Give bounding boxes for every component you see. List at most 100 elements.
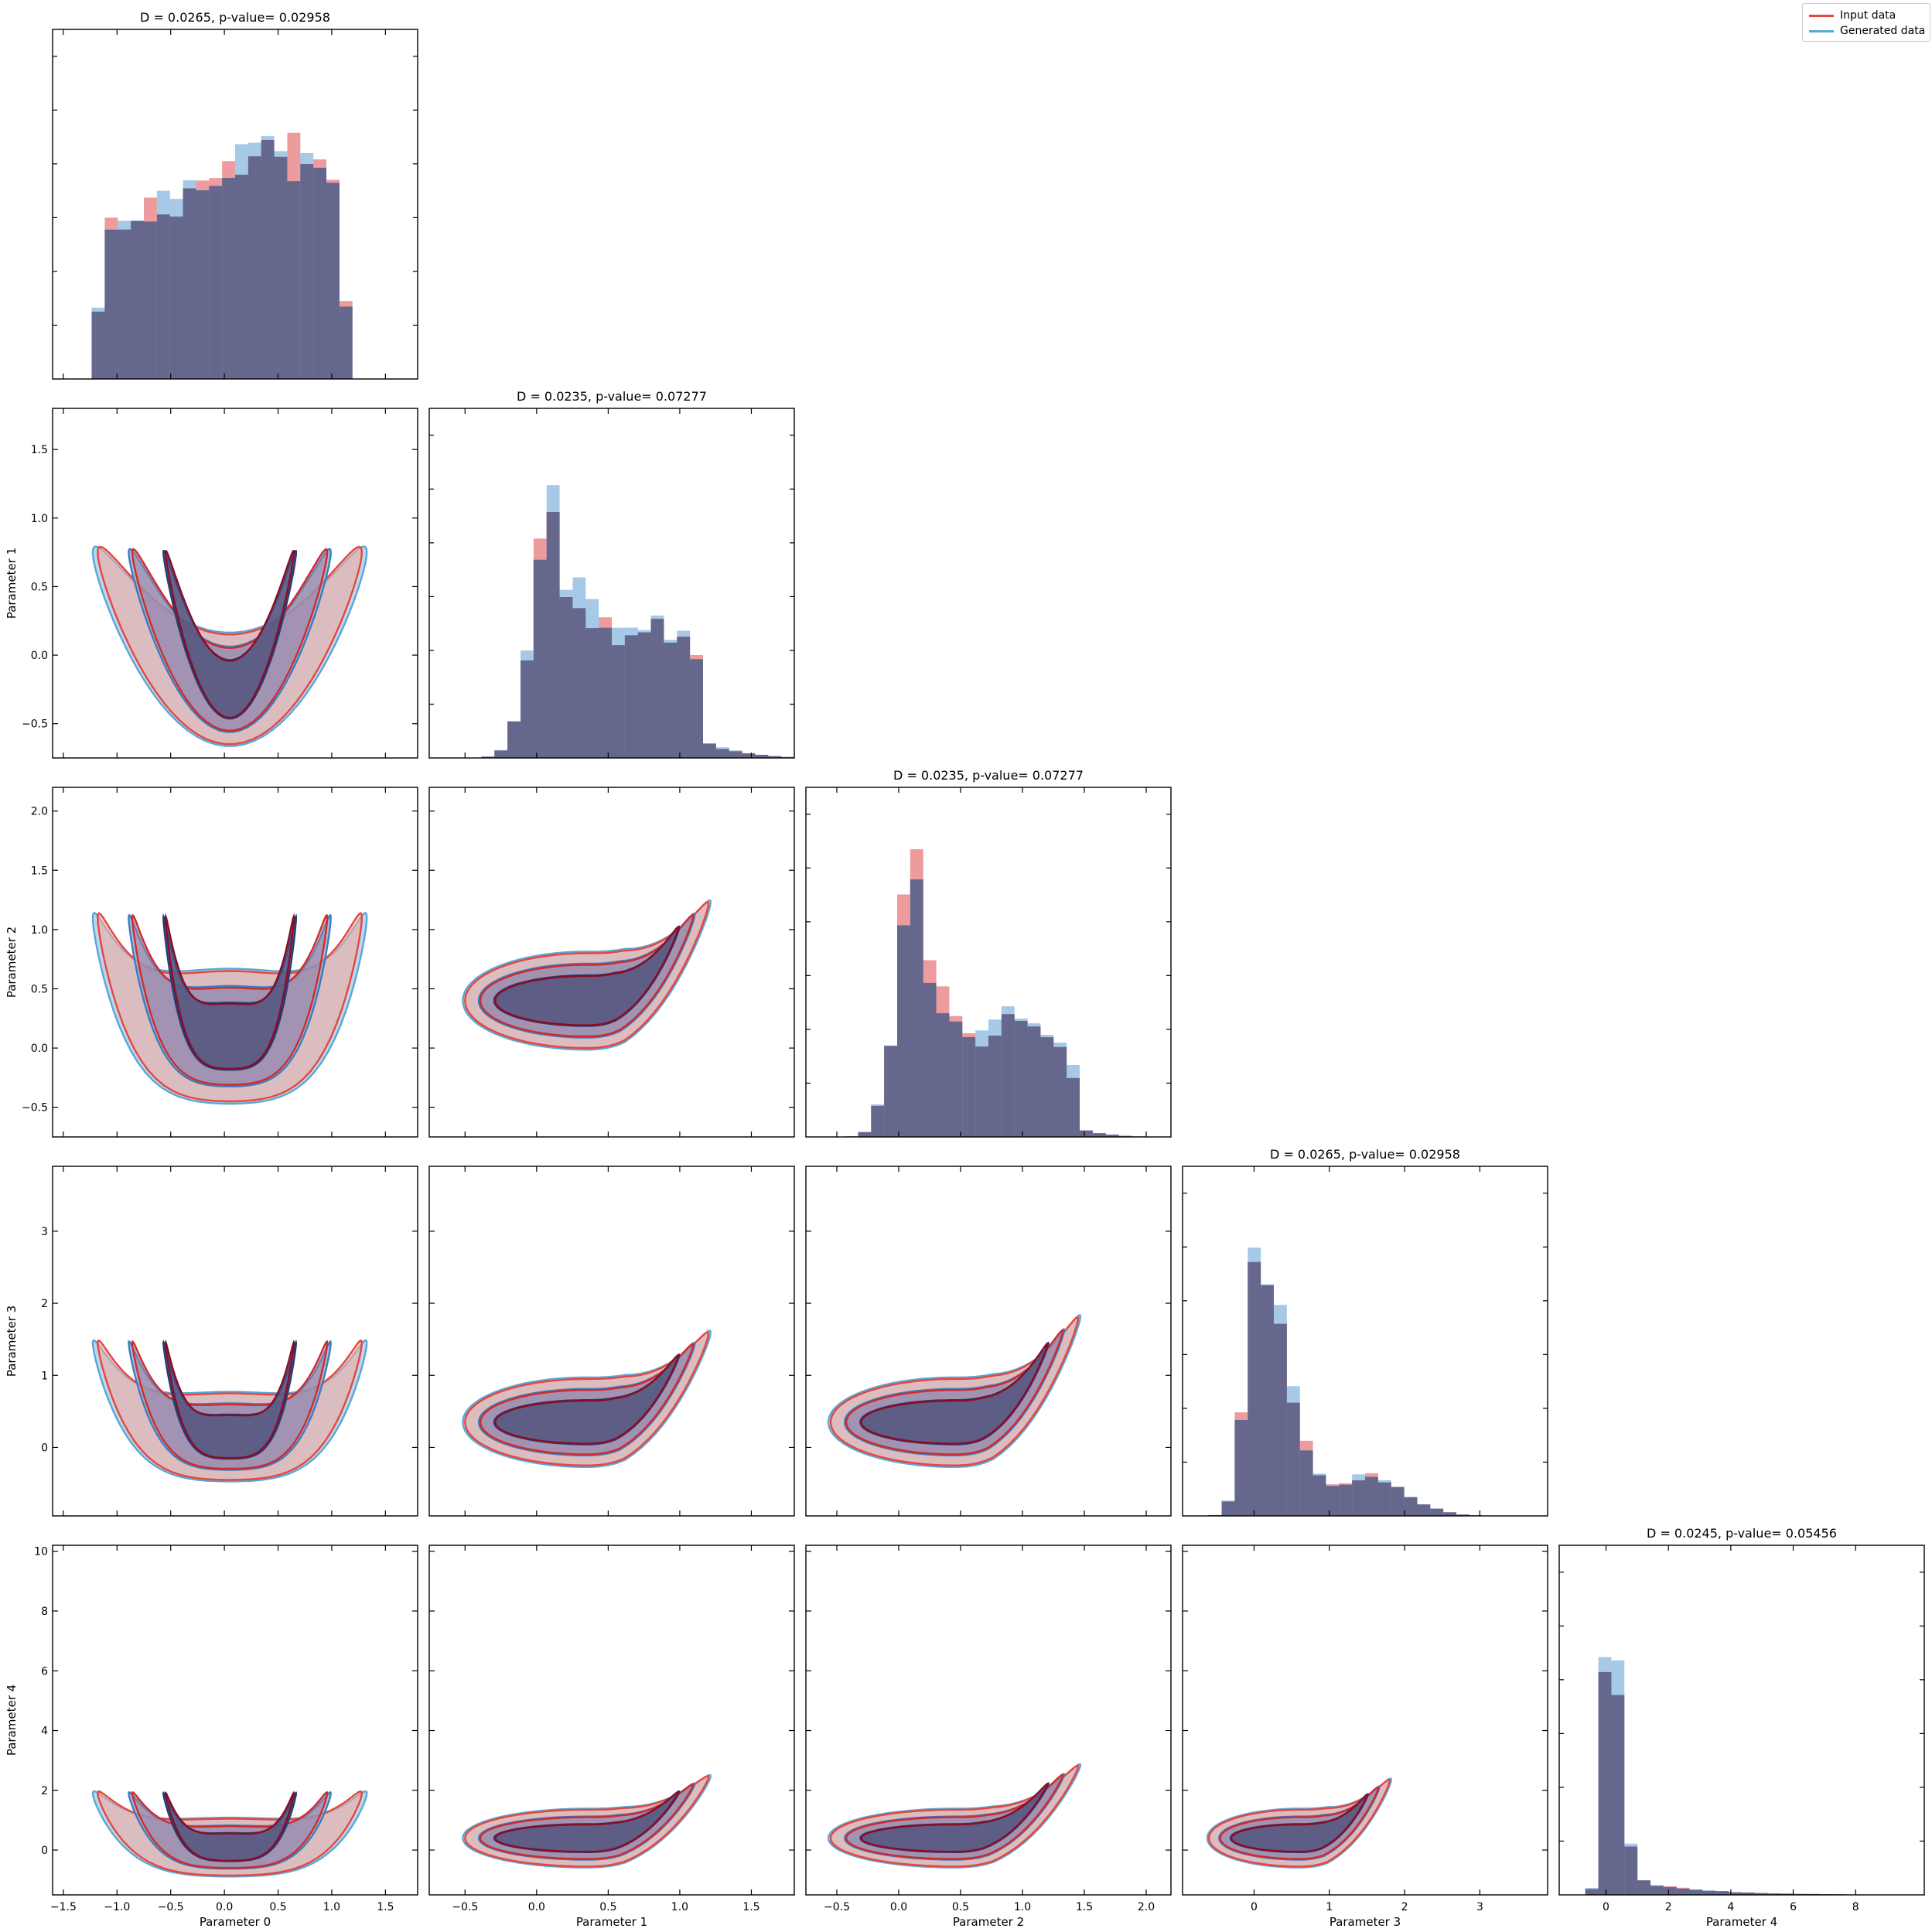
- legend-swatch-input: [1809, 14, 1834, 17]
- hist-bar-overlap-p1-8: [533, 559, 547, 758]
- ytick-label-p2-0: −0.5: [22, 1102, 48, 1114]
- xtick-label-p3-0: 0: [1251, 1901, 1258, 1913]
- hist-bar-overlap-p2-10: [936, 1013, 950, 1137]
- hist-bar-overlap-p2-8: [910, 879, 923, 1137]
- hist-bar-overlap-p3-7: [1274, 1323, 1287, 1516]
- xtick-label-p0-5: 1.0: [323, 1901, 340, 1913]
- hist-bar-overlap-p4-9: [1676, 1888, 1690, 1895]
- contour-input-2-2-3: [860, 1342, 1049, 1445]
- hist-bar-overlap-p2-11: [949, 1021, 963, 1137]
- hist-title-p2: D = 0.0235, p-value= 0.07277: [893, 768, 1084, 783]
- panel-2-2: D = 0.0235, p-value= 0.07277: [805, 768, 1172, 1138]
- contour-input-2-2-4: [860, 1783, 1049, 1853]
- hist-bar-overlap-p2-19: [1053, 1046, 1067, 1137]
- hist-bar-overlap-p2-18: [1040, 1037, 1054, 1137]
- hist-bar-overlap-p2-20: [1067, 1077, 1080, 1137]
- contour-input-2-3-4: [1230, 1793, 1368, 1853]
- hist-bar-overlap-p2-16: [1014, 1020, 1028, 1137]
- panel-frame-0-4: [52, 1545, 418, 1896]
- hist-bar-overlap-p0-19: [300, 164, 314, 379]
- xtick-label-p0-3: 0.0: [216, 1901, 233, 1913]
- hist-bar-overlap-p4-4: [1611, 1695, 1625, 1895]
- xlabel-p1: Parameter 1: [576, 1915, 647, 1929]
- hist-bar-overlap-p1-25: [755, 754, 769, 758]
- hist-title-p3: D = 0.0265, p-value= 0.02958: [1270, 1147, 1460, 1162]
- hist-bar-overlap-p3-18: [1417, 1504, 1431, 1516]
- xtick-label-p1-4: 1.5: [742, 1901, 759, 1913]
- hist-title-p1: D = 0.0235, p-value= 0.07277: [517, 389, 707, 404]
- hist-bar-overlap-p0-17: [274, 156, 288, 379]
- ytick-label-p1-1: 0.0: [31, 650, 48, 662]
- legend-swatch-generated: [1809, 29, 1834, 32]
- hist-bar-overlap-p3-8: [1286, 1402, 1300, 1516]
- panel-0-2: −0.5 0.0 0.5 1.0 1.5 2.0 Parameter 2: [5, 787, 418, 1138]
- hist-bar-overlap-p3-21: [1456, 1514, 1469, 1516]
- panel-frame-4-4: [1558, 1545, 1925, 1896]
- hist-bar-overlap-p2-13: [975, 1046, 988, 1137]
- hist-bar-overlap-p3-14: [1365, 1476, 1378, 1516]
- panel-frame-1-1: [428, 408, 795, 759]
- hist-bar-overlap-p0-11: [196, 190, 210, 379]
- panel-frame-1-3: [428, 1166, 795, 1517]
- hist-bar-overlap-p1-14: [612, 645, 625, 758]
- hist-bar-overlap-p3-19: [1430, 1508, 1444, 1516]
- hist-bar-overlap-p4-16: [1767, 1893, 1781, 1895]
- xtick-label-p2-5: 2.0: [1138, 1901, 1155, 1913]
- hist-bar-overlap-p0-8: [156, 214, 170, 379]
- hist-bar-overlap-p3-13: [1352, 1480, 1365, 1516]
- ytick-label-p2-1: 0.0: [31, 1043, 48, 1055]
- hist-title-p0: D = 0.0265, p-value= 0.02958: [140, 10, 330, 25]
- hist-bar-overlap-p4-14: [1742, 1893, 1755, 1895]
- hist-bar-overlap-p1-13: [599, 627, 612, 758]
- legend-label-input: Input data: [1840, 9, 1896, 22]
- panel-frame-2-3: [805, 1166, 1172, 1517]
- panel-frame-3-3: [1182, 1166, 1548, 1517]
- contour-input-2-0-3: [164, 1339, 295, 1459]
- ytick-label-p1-2: 0.5: [31, 581, 48, 593]
- xtick-label-p2-0: −0.5: [824, 1901, 850, 1913]
- xtick-label-p1-3: 1.0: [671, 1901, 688, 1913]
- xtick-label-p1-1: 0.0: [528, 1901, 545, 1913]
- xtick-label-p1-0: −0.5: [452, 1901, 478, 1913]
- panel-frame-3-4: [1182, 1545, 1548, 1896]
- xtick-label-p3-2: 2: [1401, 1901, 1408, 1913]
- hist-bar-overlap-p4-7: [1650, 1886, 1664, 1895]
- panel-frame-0-1: [52, 408, 418, 759]
- hist-bar-overlap-p1-23: [729, 751, 742, 758]
- hist-bar-overlap-p0-20: [313, 167, 326, 379]
- legend: Input data Generated data: [1802, 3, 1930, 42]
- panel-3-4: 0 1 2 3 Parameter 3: [1182, 1545, 1548, 1929]
- xtick-label-p0-0: −1.5: [50, 1901, 77, 1913]
- hist-bar-overlap-p3-11: [1326, 1486, 1340, 1516]
- hist-bar-overlap-p1-10: [559, 597, 573, 758]
- hist-bar-overlap-p4-5: [1624, 1846, 1638, 1895]
- xtick-label-p4-1: 2: [1665, 1901, 1672, 1913]
- legend-entry-generated: Generated data: [1809, 24, 1925, 38]
- hist-bar-overlap-p3-9: [1299, 1450, 1313, 1516]
- hist-bar-overlap-p2-7: [897, 925, 910, 1137]
- hist-bar-overlap-p1-17: [650, 619, 664, 758]
- panel-1-3: [428, 1166, 795, 1517]
- xtick-label-p4-0: 0: [1603, 1901, 1609, 1913]
- hist-bar-overlap-p4-10: [1689, 1889, 1703, 1895]
- ytick-label-p1-4: 1.5: [31, 444, 48, 456]
- xlabel-p0: Parameter 0: [200, 1915, 271, 1929]
- hist-bar-overlap-p1-20: [690, 659, 703, 758]
- hist-bar-overlap-p3-10: [1312, 1475, 1326, 1516]
- contour-input-2-1-2: [493, 926, 680, 1026]
- panel-frame-1-2: [428, 787, 795, 1138]
- hist-bar-overlap-p4-11: [1702, 1890, 1716, 1895]
- ylabel-p2: Parameter 2: [5, 927, 19, 998]
- xtick-label-p4-4: 8: [1852, 1901, 1859, 1913]
- ytick-label-p3-2: 2: [41, 1298, 48, 1310]
- hist-bar-overlap-p2-5: [871, 1105, 885, 1137]
- xtick-label-p0-4: 0.5: [269, 1901, 286, 1913]
- legend-label-generated: Generated data: [1840, 25, 1926, 37]
- panel-frame-2-4: [805, 1545, 1172, 1896]
- ytick-label-p1-3: 1.0: [31, 513, 48, 525]
- hist-bar-overlap-p2-17: [1027, 1026, 1041, 1137]
- panel-0-4: 0 2 4 6 8 10 Parameter 4 −1.5 −1.0 −0.5 0.0 0.5 1.0 1…: [5, 1545, 418, 1929]
- hist-bar-overlap-p0-21: [326, 183, 340, 379]
- panel-1-1: D = 0.0235, p-value= 0.07277: [428, 389, 795, 759]
- panel-1-2: [428, 787, 795, 1138]
